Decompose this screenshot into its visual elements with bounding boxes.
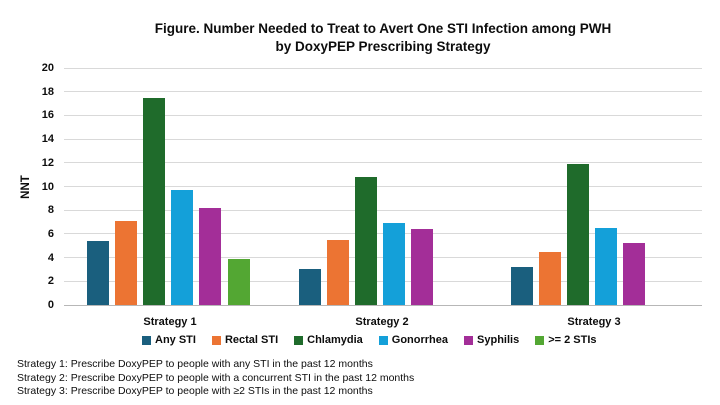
legend-label-chlamydia: Chlamydia [307,334,363,346]
bar-rectal-sti-strategy-1 [115,220,138,305]
bar-any-sti-strategy-3 [511,267,533,305]
bar-chlamydia-strategy-2 [355,177,378,305]
chart-title: Figure. Number Needed to Treat to Avert … [63,20,703,56]
y-tick-label-14: 14 [41,133,54,146]
bar-gonorrhea-strategy-2 [383,223,406,305]
bar-syphilis-strategy-3 [623,243,646,305]
legend-item-2-stis: >= 2 STIs [535,334,597,346]
legend-label-rectal-sti: Rectal STI [224,334,279,346]
y-tick-label-10: 10 [41,180,54,193]
legend-swatch-syphilis [464,335,474,345]
chart-title-line2: by DoxyPEP Prescribing Strategy [275,39,491,54]
y-tick-label-4: 4 [47,251,54,264]
gridline-18 [64,91,702,93]
bar-rectal-sti-strategy-3 [539,251,562,305]
gridline-8 [64,209,702,211]
legend-item-syphilis: Syphilis [464,334,519,346]
x-axis-line [64,305,702,306]
y-tick-label-2: 2 [47,275,54,288]
footnote-strategy-3: Strategy 3: Prescribe DoxyPEP to people … [17,385,373,397]
y-tick-label-16: 16 [41,109,54,122]
x-axis-label-strategy-1: Strategy 1 [143,316,197,328]
y-axis-title: NNT [20,175,32,199]
y-tick-label-6: 6 [47,227,54,240]
bar-any-sti-strategy-1 [87,241,109,305]
y-tick-label-12: 12 [41,156,54,169]
y-tick-label-8: 8 [47,204,54,217]
x-axis-label-strategy-3: Strategy 3 [567,316,621,328]
legend-item-gonorrhea: Gonorrhea [378,334,449,346]
y-tick-label-18: 18 [41,85,54,98]
bar-gonorrhea-strategy-1 [171,190,194,305]
legend-swatch-any-sti [142,335,151,345]
bar-gonorrhea-strategy-3 [595,227,618,305]
y-tick-label-0: 0 [47,299,54,311]
gridline-10 [64,186,702,187]
legend: Any STI Rectal STI Chlamydia Gonorrhea Syphi… [142,334,597,346]
footnotes: Strategy 1: Prescribe DoxyPEP to people … [17,358,414,399]
legend-label-syphilis: Syphilis [477,334,520,346]
gridline-20 [64,67,702,69]
legend-label-gonorrhea: Gonorrhea [391,334,449,346]
legend-swatch-2-stis [535,335,545,345]
gridline-16 [64,114,702,116]
gridline-14 [64,138,702,140]
gridline-4 [64,257,702,259]
footnote-strategy-2: Strategy 2: Prescribe DoxyPEP to people … [17,371,415,384]
bar-any-sti-strategy-2 [299,269,321,305]
chart-title-line1: Figure. Number Needed to Treat to Avert … [154,21,612,36]
bar-rectal-sti-strategy-2 [327,239,350,305]
x-axis-label-strategy-2: Strategy 2 [355,316,409,328]
gridline-6 [64,233,702,235]
bar-syphilis-strategy-2 [411,229,434,305]
legend-swatch-rectal-sti [211,335,221,345]
bar-chlamydia-strategy-1 [143,97,166,305]
legend-swatch-chlamydia [294,335,304,345]
legend-swatch-gonorrhea [378,335,388,345]
footnote-strategy-1: Strategy 1: Prescribe DoxyPEP to people … [17,358,373,370]
legend-label-any-sti: Any STI [155,334,196,346]
gridline-12 [64,162,702,164]
legend-label-2-stis: >= 2 STIs [548,334,597,346]
bar-chlamydia-strategy-3 [567,163,590,305]
gridline-2 [64,280,702,282]
legend-item-any-sti: Any STI [142,334,196,346]
y-tick-label-20: 20 [41,62,54,74]
legend-item-rectal-sti: Rectal STI [211,334,279,346]
legend-item-chlamydia: Chlamydia [294,334,363,346]
bar-2-stis-strategy-1 [227,258,250,305]
bar-syphilis-strategy-1 [199,207,222,305]
